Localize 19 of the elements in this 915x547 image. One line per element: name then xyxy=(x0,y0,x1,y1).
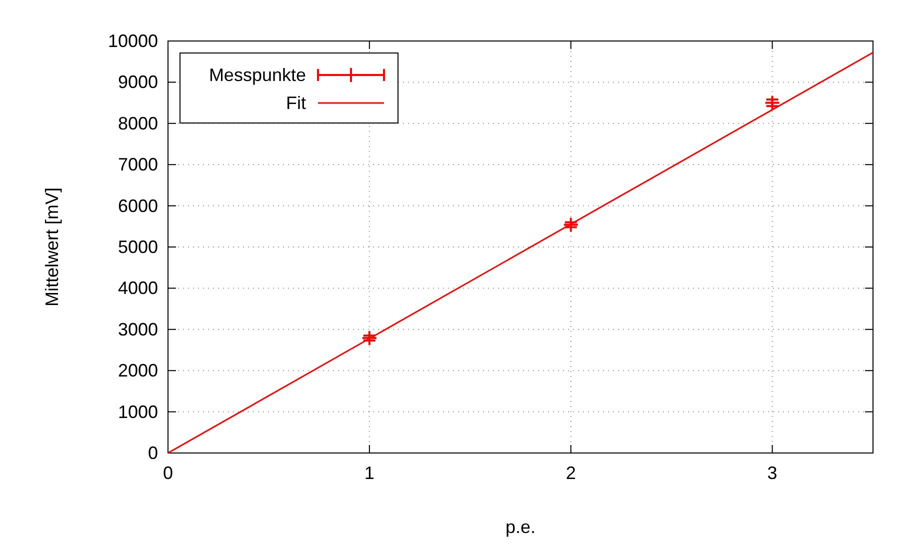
y-tick-label: 2000 xyxy=(118,360,158,381)
y-tick-label: 10000 xyxy=(108,31,158,51)
y-tick-label: 7000 xyxy=(118,154,158,175)
y-tick-label: 5000 xyxy=(118,237,158,257)
y-tick-label: 8000 xyxy=(118,113,158,134)
y-tick-label: 4000 xyxy=(118,278,158,298)
y-tick-label: 1000 xyxy=(118,402,158,422)
legend-label: Fit xyxy=(286,93,306,113)
y-tick-label: 9000 xyxy=(118,72,158,92)
legend-label: Messpunkte xyxy=(208,65,306,85)
x-axis-title: p.e. xyxy=(505,517,536,537)
x-tick-label: 2 xyxy=(566,463,576,483)
x-tick-label: 3 xyxy=(767,463,778,483)
y-axis-title: Mittelwert [mV] xyxy=(42,187,62,307)
y-tick-label: 6000 xyxy=(118,196,158,216)
y-tick-label: 3000 xyxy=(118,319,158,340)
y-tick-label: 0 xyxy=(148,443,158,463)
x-tick-label: 0 xyxy=(162,463,174,483)
x-tick-label: 1 xyxy=(364,463,374,483)
